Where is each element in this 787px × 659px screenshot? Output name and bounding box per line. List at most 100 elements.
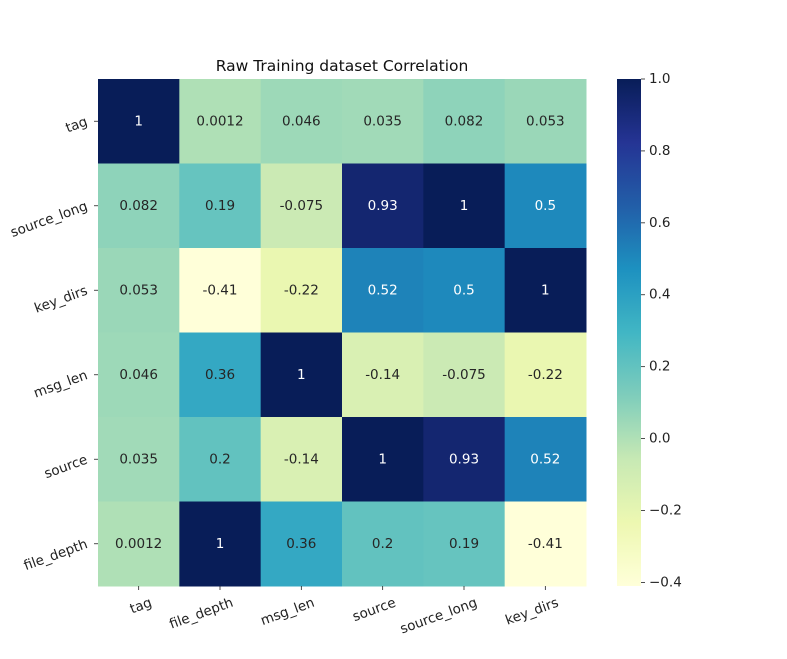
colorbar-tick-label: 0.6 [649,215,670,231]
heatmap-cell [504,248,587,333]
cell-value-label: 0.52 [530,451,560,467]
x-tick-label: source_long [398,595,479,638]
heatmap-cell [260,417,343,502]
colorbar-tick-label: −0.4 [649,574,682,590]
cell-value-label: -0.22 [284,282,319,298]
y-tick-label: tag [63,114,89,137]
colorbar-tick-label: 0.0 [649,431,670,447]
heatmap-cell [98,248,180,333]
heatmap-cell [179,248,262,333]
cell-value-label: 0.93 [449,451,479,467]
cell-value-label: -0.14 [284,451,319,467]
cell-value-label: 1 [378,451,387,467]
cell-value-label: -0.22 [528,367,563,383]
heatmap-cell [98,501,180,587]
cell-value-label: 0.5 [535,198,556,214]
heatmap-cell [179,163,262,249]
colorbar-tick-label: 0.2 [649,359,670,375]
cell-value-label: 1 [297,367,306,383]
x-tick-label: file_depth [167,595,235,633]
heatmap-cell [423,417,506,502]
heatmap-cell [260,248,343,333]
colorbar-tick-label: −0.2 [649,502,682,518]
cell-value-label: 0.2 [372,536,393,552]
heatmap-cell [98,417,180,502]
heatmap-cell-labels: 1 0.0012 0.046 0.035 0.082 0.053 0.082 0.19 -0.0… [115,113,565,552]
y-tick-label: msg_len [32,367,90,401]
cell-value-label: 0.52 [368,282,398,298]
heatmap-cell [504,417,587,502]
cell-value-label: 0.36 [286,536,316,552]
heatmap-cell [179,79,262,164]
heatmap-cell [423,501,506,587]
heatmap-cell [423,248,506,333]
cell-value-label: 0.035 [119,451,158,467]
x-tick-label: tag [128,595,154,618]
heatmap-cell [504,332,587,418]
heatmap-cell [342,79,424,164]
heatmap-cell [260,163,343,249]
cell-value-label: 0.046 [119,367,158,383]
cell-value-label: 0.19 [449,536,479,552]
colorbar-gradient [617,79,641,586]
colorbar-tick-label: 0.4 [649,287,670,303]
x-axis-ticks: tag file_depth msg_len source source_long key… [128,586,561,637]
heatmap-cell [342,417,424,502]
colorbar: −0.4 −0.2 0.0 0.2 0.4 0.6 0.8 1.0 [617,71,682,590]
cell-value-label: 0.082 [445,113,484,129]
colorbar-tick-label: 0.8 [649,143,670,159]
heatmap-cell [342,248,424,333]
cell-value-label: 1 [216,536,225,552]
heatmap-cell [179,332,262,418]
heatmap-cell [98,332,180,418]
heatmap-cell [260,501,343,587]
cell-value-label: 0.082 [119,198,158,214]
heatmap-cell [98,163,180,249]
cell-value-label: 0.19 [205,198,235,214]
heatmap-cell [342,332,424,418]
chart-title: Raw Training dataset Correlation [216,57,469,75]
heatmap-cell [504,79,587,164]
heatmap-cell [260,332,343,418]
cell-value-label: 0.2 [209,451,230,467]
cell-value-label: 0.053 [119,282,158,298]
y-tick-label: source [42,452,90,482]
cell-value-label: 1 [541,282,550,298]
cell-value-label: 1 [134,113,143,129]
cell-value-label: -0.14 [365,367,400,383]
heatmap-cells [98,79,587,587]
cell-value-label: 1 [460,198,469,214]
heatmap-cell [342,501,424,587]
cell-value-label: 0.0012 [196,113,243,129]
cell-value-label: 0.035 [363,113,402,129]
y-tick-label: file_depth [22,536,90,574]
heatmap-cell [260,79,343,164]
cell-value-label: 0.36 [205,367,235,383]
cell-value-label: -0.075 [280,198,324,214]
cell-value-label: 0.93 [368,198,398,214]
heatmap-cell [423,332,506,418]
y-tick-label: source_long [8,198,89,241]
heatmap-cell [179,417,262,502]
cell-value-label: 0.0012 [115,536,162,552]
heatmap-cell [423,163,506,249]
x-tick-label: source [350,595,398,625]
heatmap-cell [423,79,506,164]
cell-value-label: -0.41 [203,282,238,298]
cell-value-label: 0.046 [282,113,321,129]
heatmap-cell [342,163,424,249]
heatmap-cell [98,79,180,164]
heatmap-cell [504,163,587,249]
cell-value-label: -0.41 [528,536,563,552]
colorbar-tick-label: 1.0 [649,71,670,87]
cell-value-label: 0.053 [526,113,565,129]
cell-value-label: 0.5 [453,282,474,298]
x-tick-label: key_dirs [503,595,560,629]
heatmap-cell [504,501,587,587]
y-tick-label: key_dirs [32,283,89,317]
heatmap-cell [179,501,262,587]
x-tick-label: msg_len [258,595,316,629]
